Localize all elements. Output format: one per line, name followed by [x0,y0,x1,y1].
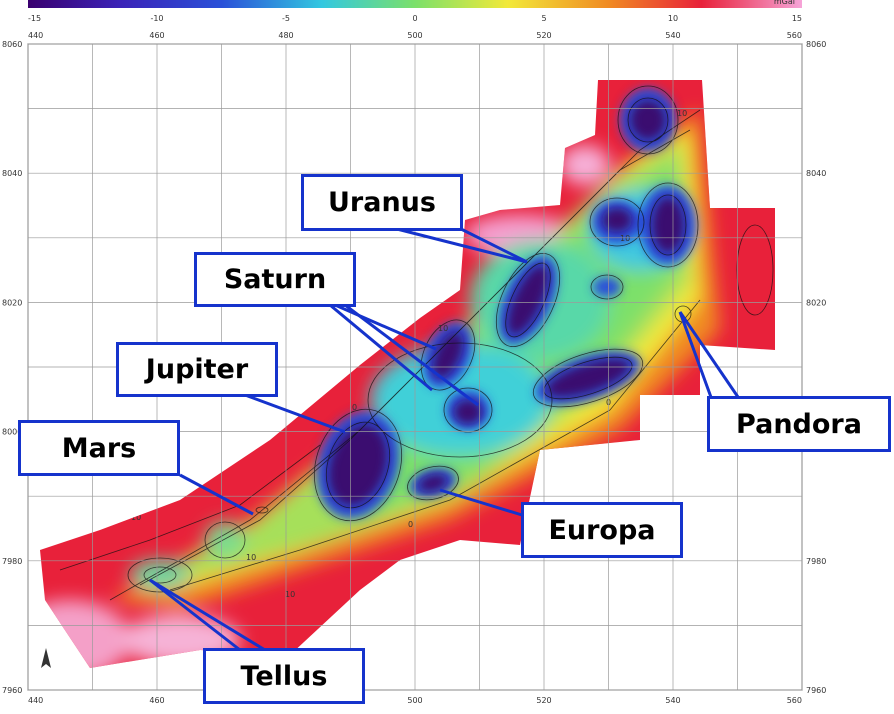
map-grid [27,43,803,691]
x-tick-label-top: 560 [787,31,802,40]
callout-pandora-label: Pandora [736,408,862,440]
uranus-leader-line [384,224,528,264]
callout-tellus-label: Tellus [240,660,328,692]
contour-label: 10 [438,324,448,333]
callout-mars: Mars [18,420,180,476]
jupiter-leader-line [244,393,346,434]
colorbar-label: 15 [792,14,802,23]
x-tick-label-top: 480 [278,31,293,40]
callout-uranus-label: Uranus [328,187,436,218]
y-tick-label-left: 8000 [2,428,22,437]
y-tick-label-left: 8060 [2,40,22,49]
saturn-leader-line-1 [334,303,437,351]
callout-saturn-label: Saturn [223,264,327,295]
x-tick-label-top: 520 [536,31,551,40]
x-tick-label-bottom: 460 [149,696,164,705]
uranus-leader-line-2 [454,224,528,264]
y-tick-label-left: 8040 [2,169,22,178]
y-tick-label-right: 7960 [806,686,826,695]
colorbar-label: -5 [282,14,290,23]
pandora-leader-line-2 [678,311,742,401]
colorbar-label: 0 [412,14,417,23]
x-tick-label-bottom: 500 [407,696,422,705]
contour-label: 10 [285,590,295,599]
callout-jupiter: Jupiter [116,342,278,397]
contour-label: 10 [131,513,141,522]
contour-label: 10 [677,109,687,118]
y-tick-label-right: 8020 [806,298,826,307]
y-tick-label-right: 8040 [806,169,826,178]
x-tick-label-top: 440 [28,31,43,40]
y-tick-label-left: 7980 [2,557,22,566]
leader-lines [149,224,742,652]
callout-europa: Europa [521,502,683,558]
north-arrow-icon [41,648,51,668]
pandora-leader-line [678,311,714,401]
y-tick-label-left: 7960 [2,686,22,695]
x-tick-label-top: 540 [665,31,680,40]
saturn-leader-line-2 [329,303,433,392]
x-tick-label-bottom: 440 [28,696,43,705]
colorbar-label: -10 [150,14,163,23]
colorbar-unit: mGal [774,0,795,6]
colorbar-label: -15 [28,14,41,23]
x-tick-label-top: 460 [149,31,164,40]
callout-saturn: Saturn [194,252,356,307]
colorbar-label: 10 [668,14,678,23]
y-tick-label-right: 8060 [806,40,826,49]
colorbar [28,0,802,8]
x-tick-label-bottom: 520 [536,696,551,705]
colorbar-labels: -15 -10 -5 0 5 10 15 [28,14,802,23]
colorbar-label: 5 [541,14,546,23]
callout-mars-label: Mars [61,432,137,464]
tellus-leader-line [149,578,241,652]
x-tick-label-bottom: 560 [787,696,802,705]
callout-jupiter-label: Jupiter [145,354,249,385]
saturn-leader-line-3 [344,303,479,407]
contour-label: 10 [246,553,256,562]
x-tick-label-bottom: 540 [665,696,680,705]
callout-tellus: Tellus [203,648,365,704]
callout-pandora: Pandora [707,396,891,452]
mars-leader-line [179,473,254,516]
contour-label: 10 [620,234,630,243]
x-tick-label-top: 500 [407,31,422,40]
contour-label: 0 [408,520,413,529]
contour-label: 0 [352,403,357,412]
callout-europa-label: Europa [548,514,656,546]
europa-leader-line [439,488,523,517]
y-tick-label-left: 8020 [2,298,22,307]
y-tick-label-right: 7980 [806,557,826,566]
callout-uranus: Uranus [301,174,463,231]
tellus-leader-line-2 [149,578,266,652]
